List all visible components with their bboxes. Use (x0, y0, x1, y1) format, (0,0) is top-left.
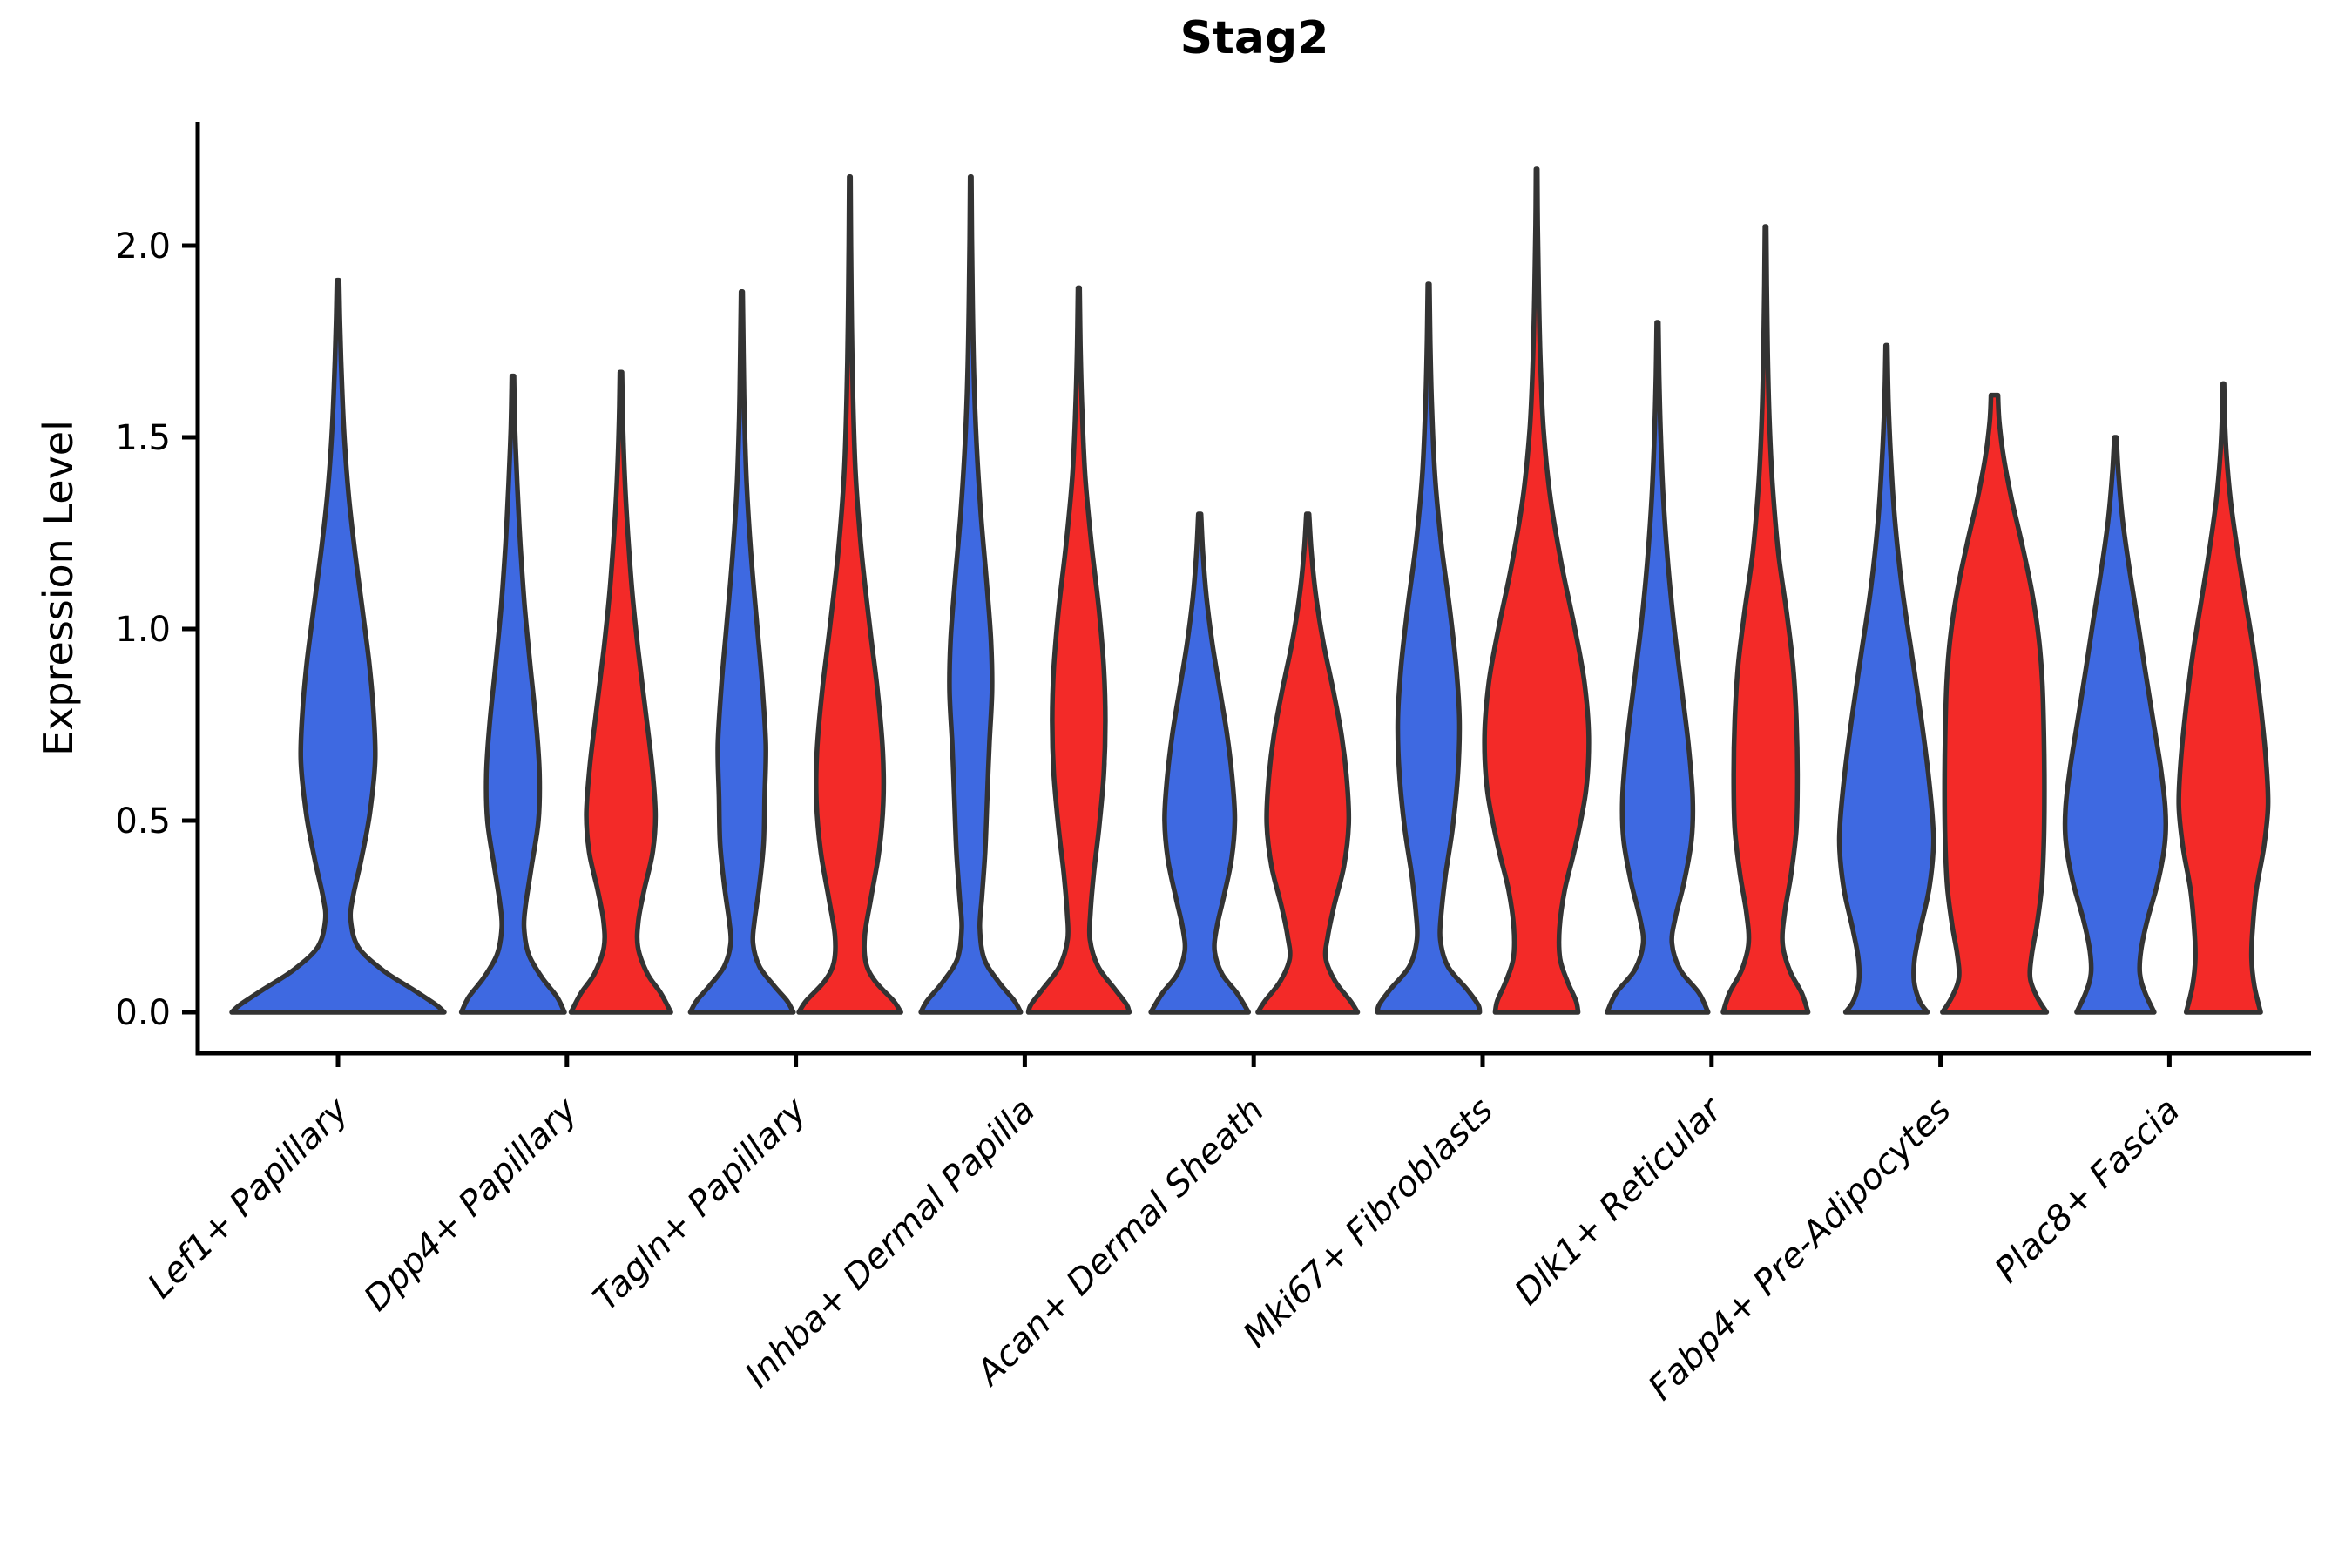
violin-fabp4-pre-adipocytes-blue (1836, 342, 1936, 1015)
x-tick-label: Plac8+ Fascia (1987, 1091, 2187, 1291)
y-axis-label: Expression Level (35, 420, 82, 756)
x-tick-label: Dlk1+ Reticular (1507, 1089, 1731, 1313)
violin-tagln-papillary-blue (687, 289, 796, 1015)
violin-inhba-dermal-papilla-red (1025, 285, 1132, 1015)
violin-mki67-fibroblasts-blue (1375, 281, 1483, 1015)
violin-fabp4-pre-adipocytes-red (1940, 392, 2050, 1015)
violin-dpp4-papillary-red (568, 369, 673, 1015)
violin-plac8-fascia-red (2176, 381, 2271, 1015)
violin-dpp4-papillary-blue (458, 373, 567, 1015)
violin-mki67-fibroblasts-red (1482, 166, 1592, 1015)
x-tick-label: Lef1+ Papillary (140, 1090, 357, 1307)
y-tick-label: 0.5 (115, 801, 171, 841)
chart-title: Stag2 (1179, 12, 1329, 64)
y-tick-label: 1.5 (115, 418, 171, 458)
violin-acan-dermal-sheath-blue (1148, 511, 1252, 1015)
violin-lef1-papillary-blue (229, 277, 447, 1015)
x-tick-label: Dpp4+ Papillary (356, 1090, 585, 1319)
violin-acan-dermal-sheath-red (1255, 511, 1361, 1015)
violin-plac8-fascia-blue (2062, 435, 2169, 1015)
x-tick-label: Tagln+ Papillary (585, 1090, 814, 1319)
violin-inhba-dermal-papilla-blue (918, 174, 1024, 1015)
y-tick-label: 0.0 (115, 993, 171, 1033)
violin-dlk1-reticular-blue (1605, 320, 1711, 1015)
y-tick-label: 1.0 (115, 610, 171, 650)
x-tick-label: Mki67+ Fibroblasts (1235, 1091, 1501, 1356)
violin-dlk1-reticular-red (1720, 224, 1811, 1015)
y-tick-label: 2.0 (115, 226, 171, 267)
violin-tagln-papillary-red (796, 174, 903, 1015)
